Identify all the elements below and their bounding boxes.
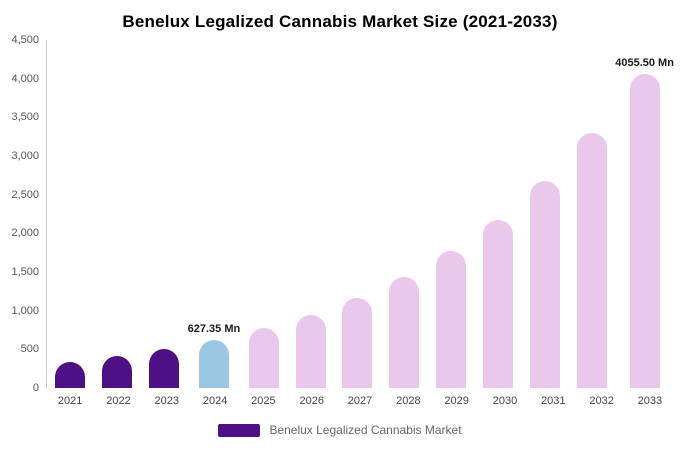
bar-2023 <box>149 348 180 388</box>
x-axis-label: 2024 <box>202 395 228 407</box>
bar-column <box>381 40 428 388</box>
bar-column <box>334 40 381 388</box>
x-axis-label: 2022 <box>106 395 131 407</box>
y-axis-tick-label: 3,000 <box>11 150 39 162</box>
x-axis-label: 2023 <box>154 395 180 407</box>
x-axis-label: 2021 <box>57 395 83 407</box>
y-axis-tick-label: 2,000 <box>11 227 39 240</box>
bar-2026 <box>295 314 326 388</box>
bar-value-label: 4055.50 Mn <box>615 57 674 70</box>
y-axis-tick-label: 2,500 <box>11 188 39 201</box>
bar-2022 <box>102 355 133 388</box>
legend-label: Benelux Legalized Cannabis Market <box>269 423 462 437</box>
bar-column <box>47 40 94 388</box>
bar-2027 <box>342 297 373 388</box>
x-axis-label: 2031 <box>541 395 566 407</box>
bar-column <box>141 40 188 388</box>
bar-2025 <box>248 328 279 388</box>
bar-column: 4055.50 Mn <box>615 40 674 388</box>
y-axis-tick-label: 1,000 <box>11 304 39 317</box>
bar-2028 <box>389 276 420 388</box>
bar-column <box>475 40 522 388</box>
y-axis-tick-label: 4,500 <box>11 34 39 46</box>
bar-column <box>428 40 475 388</box>
x-axis-label: 2033 <box>637 395 663 407</box>
y-axis-tick-label: 4,000 <box>11 72 39 85</box>
legend-swatch <box>218 423 261 437</box>
bar-2029 <box>436 251 467 388</box>
y-axis-tick-label: 1,500 <box>11 266 39 278</box>
y-axis-tick-label: 500 <box>20 343 39 356</box>
x-axis-label: 2025 <box>251 395 276 407</box>
bar-value-label: 627.35 Mn <box>187 322 241 335</box>
y-axis-tick-label: 0 <box>32 382 39 394</box>
bar-column <box>240 40 287 388</box>
bar-2021 <box>55 361 86 388</box>
plot-area: 627.35 Mn 4055.50 Mn 4,500 4,000 3,500 3,000… <box>11 34 674 394</box>
bar-column <box>287 40 334 388</box>
x-axis-label: 2030 <box>492 395 518 407</box>
bar-2033 <box>629 74 660 388</box>
chart-title: Benelux Legalized Cannabis Market Size (… <box>122 12 558 31</box>
x-axis-label: 2029 <box>444 395 469 407</box>
y-axis-tick-label: 3,500 <box>11 111 39 124</box>
bar-2024 <box>198 339 229 388</box>
bar-2032 <box>576 133 607 388</box>
bar-column <box>94 40 141 388</box>
bar-column <box>521 40 568 388</box>
bars-container: 627.35 Mn 4055.50 Mn <box>47 40 674 388</box>
bar-2030 <box>483 219 514 388</box>
bar-2031 <box>529 181 560 388</box>
x-axis-labels: 2021 2022 2023 2024 2025 2026 2027 2028 2029 2030… <box>46 395 674 407</box>
legend: Benelux Legalized Cannabis Market <box>0 423 680 437</box>
bar-column: 627.35 Mn <box>187 40 241 388</box>
x-axis-label: 2032 <box>589 395 614 407</box>
bar-chart: 627.35 Mn 4055.50 Mn 4,500 4,000 3,500 3,000… <box>0 34 680 407</box>
x-axis-label: 2027 <box>347 395 373 407</box>
x-axis-label: 2026 <box>299 395 324 407</box>
x-axis-label: 2028 <box>396 395 421 407</box>
bar-column <box>568 40 615 388</box>
